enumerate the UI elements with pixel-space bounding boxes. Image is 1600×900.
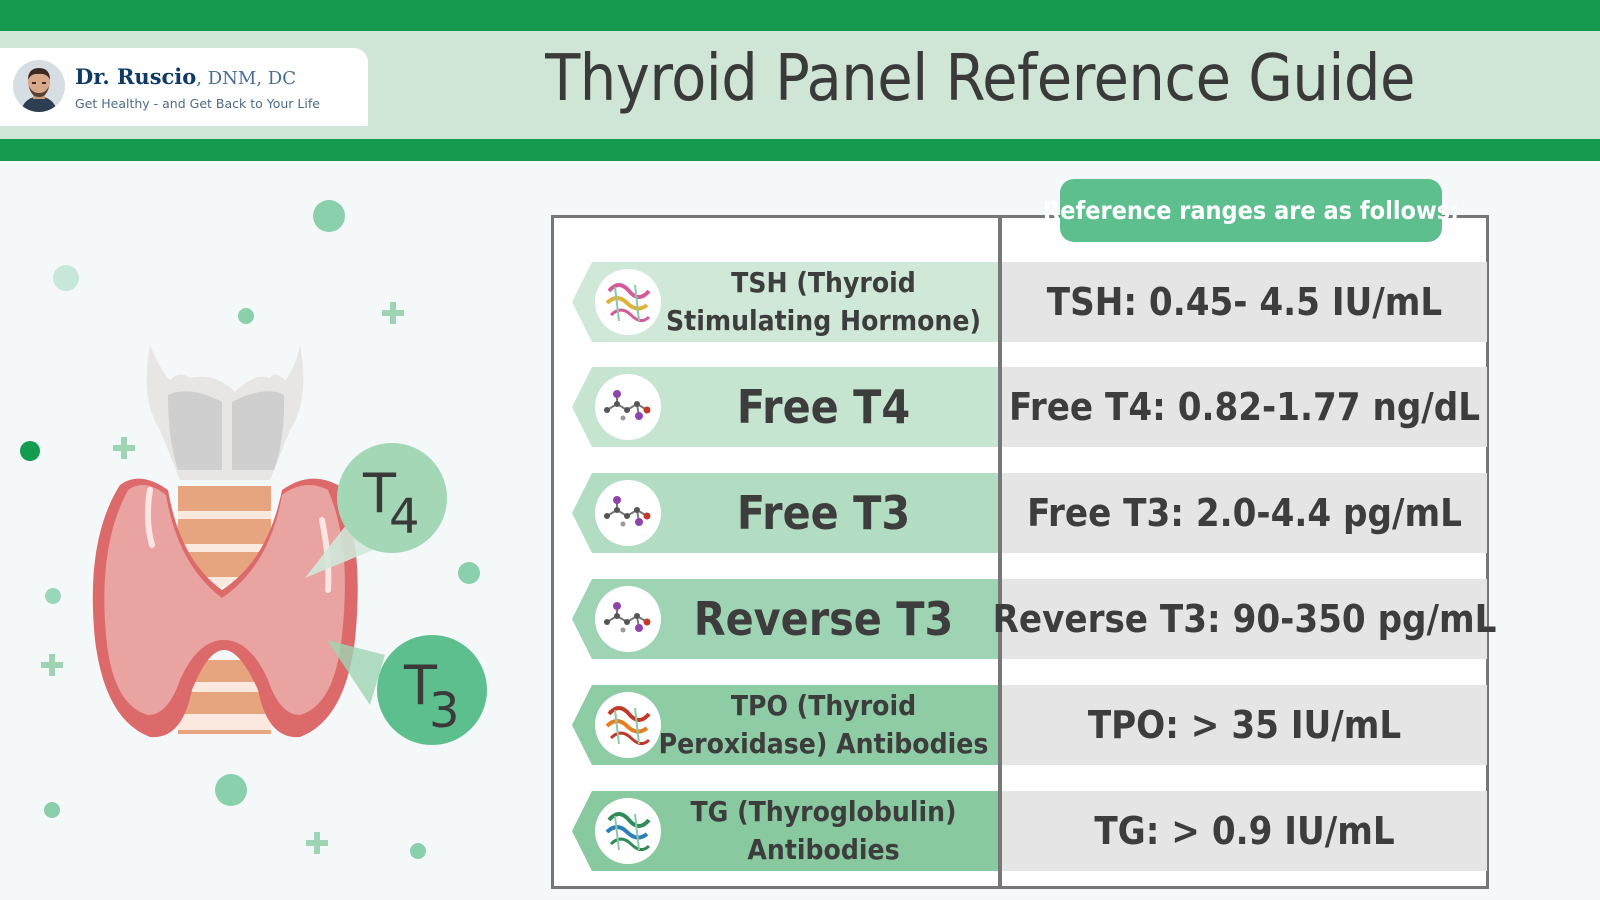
t3-letter: T xyxy=(403,654,438,717)
reference-ranges-header: Reference ranges are as follows: xyxy=(1043,179,1459,242)
table-row-value: Free T3: 2.0-4.4 pg/mL xyxy=(1002,473,1487,553)
brand-name: Dr. Ruscio, DNM, DC xyxy=(75,64,296,89)
protein-ribbon-icon xyxy=(595,798,661,864)
t4-letter: T xyxy=(362,462,397,525)
thyroid-illustration: T 4 T 3 xyxy=(20,200,487,859)
molecule-icon xyxy=(595,586,661,652)
row-label-line2: Antibodies xyxy=(747,833,900,866)
table-row-label: TPO (Thyroid Peroxidase) Antibodies xyxy=(572,685,998,765)
bottom-green-bar xyxy=(0,139,1600,161)
table-row-value: Free T4: 0.82-1.77 ng/dL xyxy=(1002,367,1487,447)
decorative-dots xyxy=(20,200,480,859)
top-green-bar xyxy=(0,0,1600,31)
table-row-label: TG (Thyroglobulin) Antibodies xyxy=(572,791,998,871)
table-row-value: TG: > 0.9 IU/mL xyxy=(1002,791,1487,871)
row-label-line1: TPO (Thyroid xyxy=(730,689,917,722)
row-label-text: Free T3 xyxy=(736,486,911,540)
molecule-icon xyxy=(595,374,661,440)
brand-logo-card[interactable]: Dr. Ruscio, DNM, DC Get Healthy - and Ge… xyxy=(0,48,368,126)
table-divider xyxy=(998,215,1002,889)
table-row-value: Reverse T3: 90-350 pg/mL xyxy=(993,579,1496,659)
brand-tagline: Get Healthy - and Get Back to Your Life xyxy=(75,96,320,111)
t3-subscript: 3 xyxy=(429,683,460,739)
row-label-text: TSH (Thyroid Stimulating Hormone) xyxy=(657,262,990,342)
table-row-label: TSH (Thyroid Stimulating Hormone) xyxy=(572,262,998,342)
table-row-label: Free T4 xyxy=(572,367,998,447)
row-label-line1: TSH (Thyroid xyxy=(731,266,916,299)
row-label-text: Free T4 xyxy=(736,380,911,434)
table-row-label: Reverse T3 xyxy=(572,579,998,659)
row-label-line1: TG (Thyroglobulin) xyxy=(690,795,957,828)
table-row-value: TPO: > 35 IU/mL xyxy=(1002,685,1487,765)
row-label-text: TPO (Thyroid Peroxidase) Antibodies xyxy=(657,685,990,765)
protein-ribbon-icon xyxy=(595,269,661,335)
page-title: Thyroid Panel Reference Guide xyxy=(545,42,1415,116)
row-label-text: TG (Thyroglobulin) Antibodies xyxy=(657,791,990,871)
avatar xyxy=(13,60,65,112)
row-label-line2: Stimulating Hormone) xyxy=(666,304,981,337)
row-label-text: Reverse T3 xyxy=(693,592,954,646)
protein-ribbon-icon xyxy=(595,692,661,758)
table-row-label: Free T3 xyxy=(572,473,998,553)
t4-subscript: 4 xyxy=(389,489,420,545)
brand-credentials: , DNM, DC xyxy=(196,68,296,89)
molecule-icon xyxy=(595,480,661,546)
row-label-line2: Peroxidase) Antibodies xyxy=(658,727,989,760)
table-row-value: TSH: 0.45- 4.5 IU/mL xyxy=(1002,262,1487,342)
decorative-plus-signs xyxy=(41,302,404,854)
